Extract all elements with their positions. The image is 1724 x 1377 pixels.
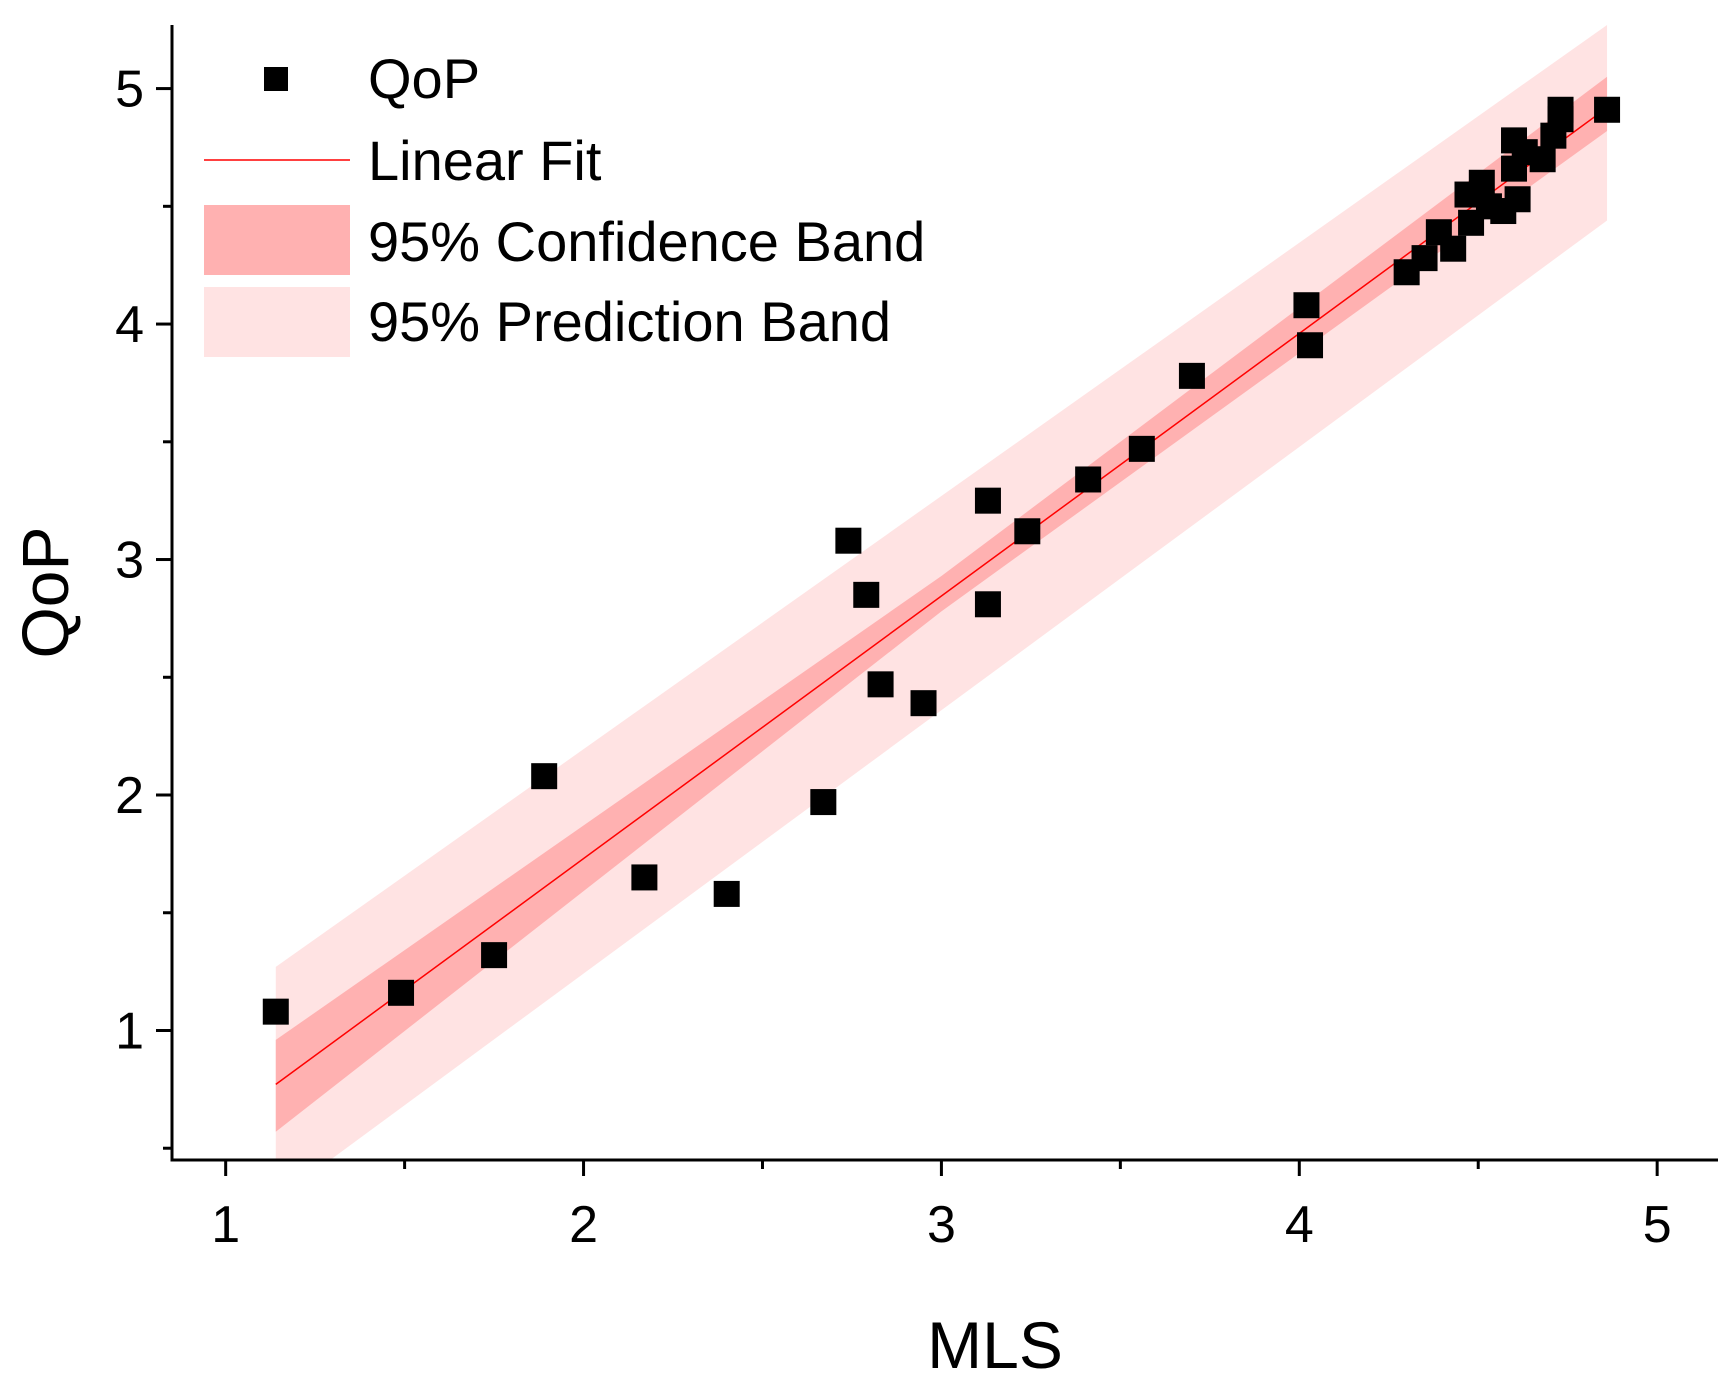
- x-tick-label-2: 2: [569, 1196, 598, 1254]
- legend-label-linear-fit: Linear Fit: [368, 129, 602, 192]
- data-point-1: [388, 979, 415, 1006]
- data-point-15: [1128, 435, 1155, 462]
- data-point-25: [1468, 169, 1495, 196]
- x-tick-label-5: 5: [1643, 1196, 1672, 1254]
- x-tick-label-1: 1: [211, 1196, 240, 1254]
- data-point-6: [810, 789, 837, 816]
- legend-prediction-swatch: [204, 287, 350, 357]
- data-point-18: [1297, 332, 1324, 359]
- axis-ticks: 1 2 3 4 5 1 2 3 4 5: [115, 61, 1672, 1254]
- x-tick-label-3: 3: [927, 1196, 956, 1254]
- data-point-36: [1594, 96, 1621, 123]
- data-point-0: [262, 998, 289, 1025]
- data-point-30: [1504, 186, 1531, 213]
- data-point-12: [974, 591, 1001, 618]
- data-point-10: [910, 690, 937, 717]
- y-tick-label-1: 1: [115, 1002, 144, 1060]
- data-point-20: [1411, 245, 1438, 272]
- data-point-17: [1293, 292, 1320, 319]
- data-point-32: [1529, 146, 1556, 173]
- legend-label-qop: QoP: [368, 47, 480, 110]
- data-points: [262, 96, 1621, 1025]
- data-point-2: [481, 942, 508, 969]
- linear-fit-line: [275, 107, 1608, 1085]
- confidence-band: [275, 76, 1608, 1132]
- data-point-11: [974, 487, 1001, 514]
- y-tick-label-4: 4: [115, 296, 144, 354]
- data-point-5: [713, 880, 740, 907]
- legend-label-prediction-band: 95% Prediction Band: [368, 290, 891, 353]
- y-tick-label-2: 2: [115, 767, 144, 825]
- x-axis-title: MLS: [927, 1308, 1063, 1377]
- y-tick-label-5: 5: [115, 61, 144, 119]
- prediction-band: [275, 25, 1608, 1160]
- data-point-3: [531, 763, 558, 790]
- data-point-14: [1075, 466, 1102, 493]
- axes: [170, 25, 1718, 1162]
- legend: QoP Linear Fit 95% Confidence Band 95% P…: [204, 47, 925, 357]
- legend-confidence-swatch: [204, 205, 350, 275]
- data-point-9: [867, 671, 894, 698]
- legend-label-confidence-band: 95% Confidence Band: [368, 210, 925, 273]
- data-point-35: [1547, 96, 1574, 123]
- data-point-22: [1440, 235, 1467, 262]
- x-tick-label-4: 4: [1285, 1196, 1314, 1254]
- data-point-8: [853, 581, 880, 608]
- y-axis-title: QoP: [8, 526, 82, 658]
- data-point-4: [631, 864, 658, 891]
- y-tick-label-3: 3: [115, 532, 144, 590]
- legend-points-swatch: [264, 67, 288, 91]
- data-point-7: [835, 527, 862, 554]
- data-point-16: [1178, 362, 1205, 389]
- bands-layer: [275, 25, 1608, 1160]
- data-point-13: [1014, 518, 1041, 545]
